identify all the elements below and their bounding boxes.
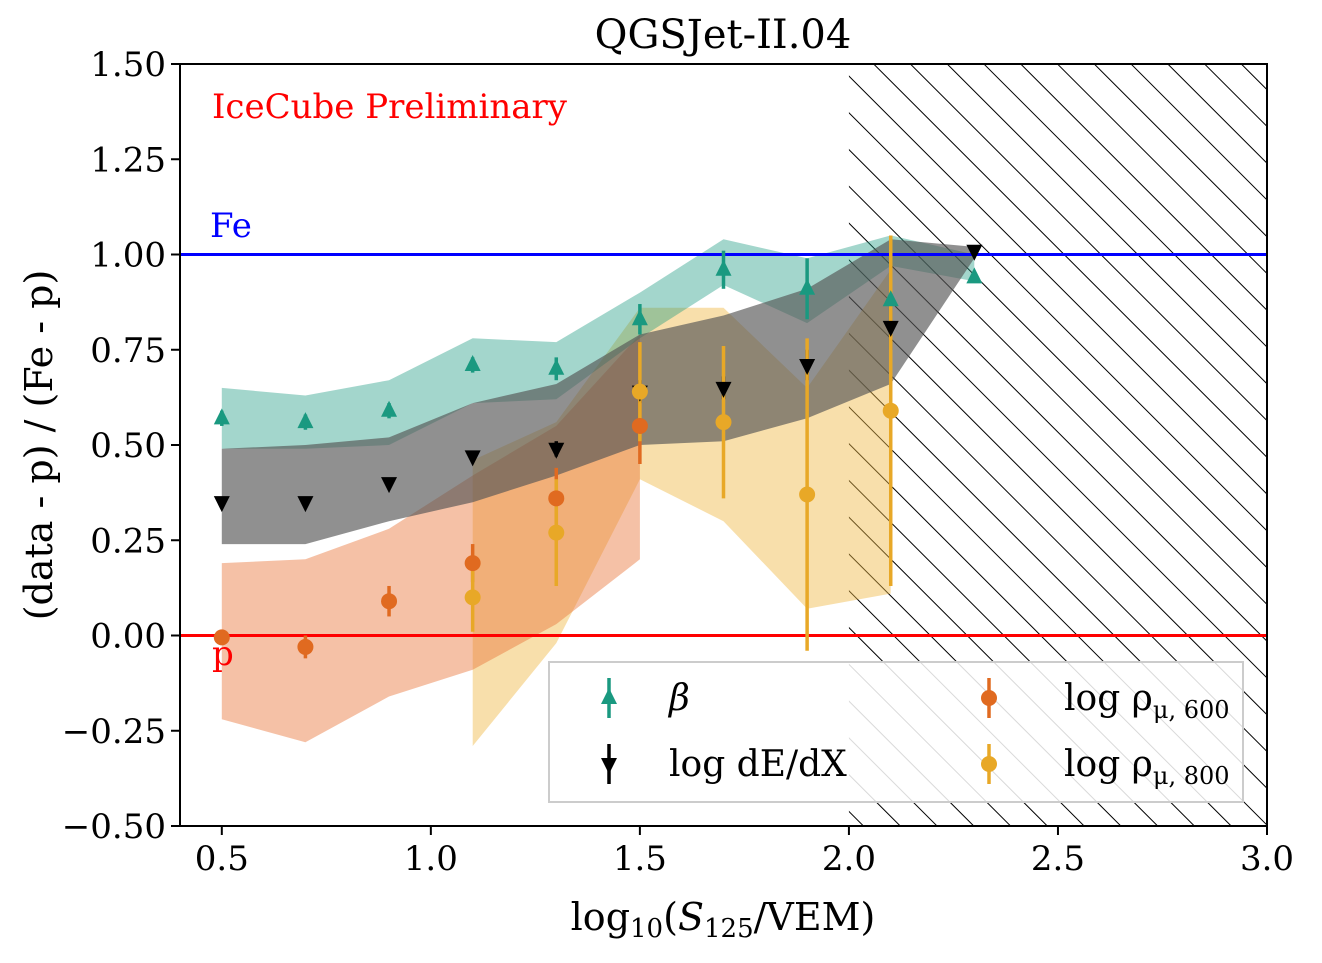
x-tick-label: 0.5 [195, 839, 249, 879]
point-log-de-dx [213, 496, 230, 513]
point-beta [548, 358, 565, 375]
ticks-layer: 0.5 1.0 1.5 2.0 2.5 3.0 −0.50 −0.25 0.00 0.25 0.50… [62, 45, 1294, 879]
legend-marker-log-rho-mu-800 [981, 756, 997, 772]
point-log-de-dx [297, 496, 314, 513]
x-axis-title: log10(S125/VEM) [571, 895, 876, 944]
point-beta [631, 309, 648, 326]
y-tick-label: 1.00 [90, 236, 166, 276]
legend-marker-log-rho-mu-600 [981, 690, 997, 706]
point-log-rho-mu-800 [631, 383, 648, 400]
x-tick-label: 2.0 [822, 839, 876, 879]
y-tick-label: −0.25 [62, 712, 166, 752]
point-log-rho-mu-600 [297, 638, 314, 655]
legend-marker-log-de-dx [601, 758, 617, 774]
point-log-de-dx [799, 358, 816, 375]
y-axis-title: (data - p) / (Fe - p) [17, 270, 61, 621]
legend-box [548, 661, 1244, 803]
x-tick-label: 2.5 [1031, 839, 1085, 879]
point-log-rho-mu-600 [213, 629, 230, 646]
y-tick-label: 0.00 [90, 617, 166, 657]
p-line-label: p [212, 634, 234, 674]
y-tick-label: 1.50 [90, 45, 166, 85]
point-log-rho-mu-600 [381, 593, 398, 610]
legend-subscript-log-rho-mu-800: μ, 800 [1153, 762, 1230, 790]
band-beta [221, 235, 975, 449]
point-log-rho-mu-800 [715, 414, 732, 431]
point-log-de-dx [548, 442, 565, 459]
point-log-de-dx [381, 477, 398, 494]
fe-line-label: Fe [210, 206, 252, 246]
point-log-rho-mu-800 [464, 589, 481, 606]
point-beta [464, 354, 481, 371]
legend-label-beta: β [667, 678, 690, 719]
legend-subscript-log-rho-mu-600: μ, 600 [1153, 696, 1230, 724]
y-tick-label: −0.50 [62, 807, 166, 847]
x-tick-label: 3.0 [1240, 839, 1294, 879]
point-beta [213, 408, 230, 425]
band-log-rho-mu-600 [221, 334, 640, 743]
legend-label-log-de-dx: log dE/dX [669, 744, 847, 785]
y-tick-label: 0.25 [90, 521, 166, 561]
y-tick-label: 0.50 [90, 426, 166, 466]
point-beta [381, 400, 398, 417]
point-beta [799, 278, 816, 295]
point-log-de-dx [882, 320, 899, 337]
x-tick-label: 1.5 [613, 839, 667, 879]
preliminary-label: IceCube Preliminary [212, 87, 568, 127]
point-beta [715, 259, 732, 276]
point-beta [882, 290, 899, 307]
point-log-de-dx [715, 381, 732, 398]
markers-layer [213, 244, 983, 655]
point-log-rho-mu-800 [548, 524, 565, 541]
y-tick-label: 0.75 [90, 331, 166, 371]
band-log-de-dx [221, 239, 975, 545]
point-beta [966, 267, 983, 284]
point-beta [297, 412, 314, 429]
point-log-rho-mu-600 [464, 555, 481, 572]
chart-title: QGSJet-II.04 [595, 12, 852, 58]
point-log-rho-mu-800 [799, 486, 816, 503]
x-tick-label: 1.0 [404, 839, 458, 879]
y-tick-label: 1.25 [90, 140, 166, 180]
bands-layer [221, 235, 975, 746]
point-log-rho-mu-800 [882, 402, 899, 419]
point-log-de-dx [464, 450, 481, 467]
legend-marker-beta [601, 688, 617, 704]
point-log-rho-mu-600 [631, 417, 648, 434]
point-log-rho-mu-600 [548, 490, 565, 507]
point-log-de-dx [966, 244, 983, 261]
